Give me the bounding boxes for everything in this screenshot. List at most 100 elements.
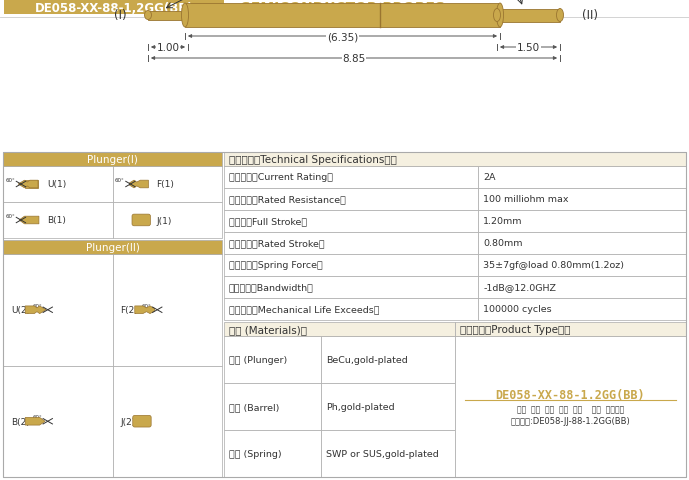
Bar — [224, 254, 478, 276]
Bar — [185, 4, 500, 28]
Bar — [224, 323, 455, 336]
Bar — [3, 240, 222, 254]
Text: 0.80mm: 0.80mm — [483, 239, 522, 248]
Bar — [224, 336, 321, 383]
Text: 100 milliohm max: 100 milliohm max — [483, 195, 568, 204]
Text: 1.50: 1.50 — [517, 43, 540, 53]
Text: SEMICONDUCTOR PROBES: SEMICONDUCTOR PROBES — [240, 1, 444, 15]
Text: U(1): U(1) — [47, 180, 66, 189]
Bar — [3, 153, 686, 477]
Bar — [224, 167, 478, 189]
Text: Plunger(II): Plunger(II) — [85, 242, 139, 252]
Text: DE058-XX-88-1,2GG(BB): DE058-XX-88-1,2GG(BB) — [34, 1, 194, 14]
Text: 针管 (Barrel): 针管 (Barrel) — [229, 402, 279, 411]
Ellipse shape — [497, 4, 504, 28]
Polygon shape — [25, 418, 45, 425]
Text: 针头 (Plunger): 针头 (Plunger) — [229, 355, 287, 364]
Bar — [224, 430, 321, 477]
Bar — [478, 299, 686, 320]
Text: 1.00: 1.00 — [156, 43, 180, 53]
Text: 60°: 60° — [6, 213, 15, 218]
Text: (6.35): (6.35) — [327, 32, 358, 42]
Text: 成品型号（Product Type）：: 成品型号（Product Type）： — [460, 324, 570, 334]
Bar — [112, 366, 222, 477]
Bar — [224, 232, 478, 254]
Text: F(1): F(1) — [156, 180, 174, 189]
Polygon shape — [25, 306, 46, 314]
Polygon shape — [135, 306, 154, 314]
Bar — [478, 254, 686, 276]
Bar — [148, 12, 188, 21]
Text: 额定电流（Current Rating）: 额定电流（Current Rating） — [229, 173, 333, 182]
Bar — [3, 366, 112, 477]
Ellipse shape — [145, 12, 152, 21]
Bar — [224, 189, 478, 211]
Bar — [497, 10, 560, 23]
Text: 35±7gf@load 0.80mm(1.2oz): 35±7gf@load 0.80mm(1.2oz) — [483, 261, 624, 270]
Bar — [224, 211, 478, 232]
Text: (I): (I) — [114, 10, 126, 23]
Text: J(2): J(2) — [121, 417, 136, 426]
Text: 60°: 60° — [6, 178, 15, 182]
Text: 额定行程（Rated Stroke）: 额定行程（Rated Stroke） — [229, 239, 325, 248]
Text: 系列  规格  头型  尺长  弹力    镀金  针头材质: 系列 规格 头型 尺长 弹力 镀金 针头材质 — [517, 404, 624, 413]
Text: J(1): J(1) — [156, 216, 172, 225]
Text: 60°: 60° — [115, 178, 125, 182]
Bar — [478, 189, 686, 211]
Text: Plunger(I): Plunger(I) — [87, 155, 138, 165]
Bar — [224, 276, 478, 299]
Bar — [3, 254, 112, 366]
Text: 材质 (Materials)：: 材质 (Materials)： — [229, 324, 307, 334]
Bar — [3, 203, 112, 239]
Text: B(1): B(1) — [47, 216, 66, 225]
Text: 60°: 60° — [142, 303, 152, 308]
Bar — [112, 203, 222, 239]
Text: (II): (II) — [582, 10, 598, 23]
Bar — [455, 336, 686, 477]
Bar — [478, 211, 686, 232]
Bar — [321, 430, 455, 477]
Bar — [112, 254, 222, 366]
Ellipse shape — [181, 4, 189, 28]
Bar — [478, 232, 686, 254]
FancyBboxPatch shape — [132, 215, 150, 226]
Bar — [25, 181, 39, 189]
Bar — [3, 153, 222, 167]
Text: 8.85: 8.85 — [342, 54, 366, 64]
FancyBboxPatch shape — [133, 416, 151, 427]
Text: B(2): B(2) — [11, 417, 30, 426]
Polygon shape — [19, 217, 39, 224]
Bar — [224, 153, 686, 167]
Ellipse shape — [493, 10, 500, 23]
Text: 100000 cycles: 100000 cycles — [483, 305, 552, 314]
Text: 60°: 60° — [32, 414, 42, 419]
Text: SWP or SUS,gold-plated: SWP or SUS,gold-plated — [326, 449, 439, 458]
Bar — [224, 383, 321, 430]
Text: BeCu,gold-plated: BeCu,gold-plated — [326, 355, 408, 364]
Polygon shape — [130, 181, 148, 189]
Bar — [455, 323, 686, 336]
Text: 频率带宽（Bandwidth）: 频率带宽（Bandwidth） — [229, 283, 314, 292]
Text: DE058-XX-88-1.2GG(BB): DE058-XX-88-1.2GG(BB) — [495, 388, 646, 401]
Bar — [321, 383, 455, 430]
Text: 额定弹力（Spring Force）: 额定弹力（Spring Force） — [229, 261, 322, 270]
Text: Ph,gold-plated: Ph,gold-plated — [326, 402, 395, 411]
Text: F(2): F(2) — [121, 306, 138, 314]
Text: 2A: 2A — [483, 173, 495, 182]
Ellipse shape — [557, 10, 564, 23]
Bar — [3, 167, 112, 203]
Text: 额定电阻（Rated Resistance）: 额定电阻（Rated Resistance） — [229, 195, 346, 204]
Bar — [321, 336, 455, 383]
Text: U(2): U(2) — [11, 306, 30, 314]
Text: -1dB@12.0GHZ: -1dB@12.0GHZ — [483, 283, 556, 292]
Polygon shape — [18, 181, 38, 189]
Text: 测试寿命（Mechanical Life Exceeds）: 测试寿命（Mechanical Life Exceeds） — [229, 305, 380, 314]
Text: 弹簧 (Spring): 弹簧 (Spring) — [229, 449, 282, 458]
Bar — [478, 276, 686, 299]
Text: 满行程（Full Stroke）: 满行程（Full Stroke） — [229, 217, 307, 226]
Text: 订购举例:DE058-JJ-88-1.2GG(BB): 订购举例:DE058-JJ-88-1.2GG(BB) — [511, 416, 630, 425]
Bar — [224, 299, 478, 320]
Bar — [4, 1, 224, 15]
Text: 技术要求（Technical Specifications）：: 技术要求（Technical Specifications）： — [229, 155, 397, 165]
Bar — [112, 167, 222, 203]
